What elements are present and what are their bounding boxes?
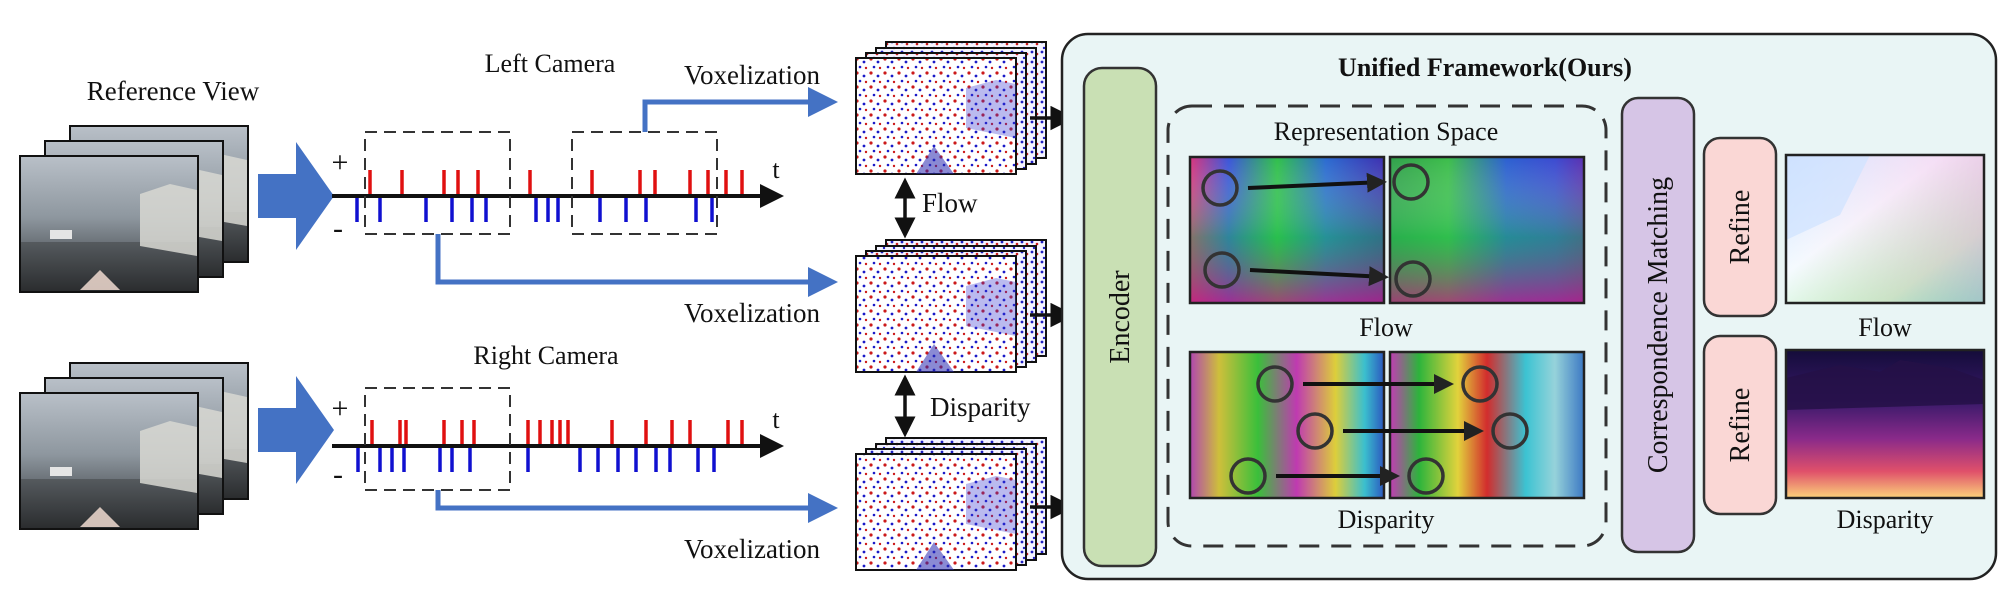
camera-frame bbox=[19, 155, 199, 293]
flow-pair-label: Flow bbox=[922, 188, 978, 218]
right-event-stream bbox=[356, 420, 744, 472]
flow-match-point bbox=[1394, 260, 1432, 298]
left-minus-sign: - bbox=[333, 212, 343, 245]
voxelization-label-middle: Voxelization bbox=[684, 298, 820, 328]
right-camera-label: Right Camera bbox=[473, 341, 619, 370]
representation-space-box bbox=[1166, 104, 1608, 548]
correspondence-matching-label: Correspondence Matching bbox=[1643, 177, 1674, 473]
refine-block-flow bbox=[1702, 136, 1778, 318]
right-plus-sign: + bbox=[332, 392, 349, 425]
disparity-match-point bbox=[1296, 412, 1334, 450]
voxel-frame bbox=[855, 57, 1017, 175]
disparity-feature-map-1 bbox=[1188, 350, 1386, 500]
representation-flow-label: Flow bbox=[1359, 313, 1413, 342]
encoder-block bbox=[1082, 66, 1158, 568]
input-arrow-left-icon bbox=[258, 142, 334, 250]
disparity-feature-map-2 bbox=[1388, 350, 1586, 500]
left-time-axis-arrowhead-icon bbox=[760, 184, 784, 208]
disparity-match-point bbox=[1491, 412, 1529, 450]
left-window-1 bbox=[364, 131, 511, 235]
voxelization-arrow-middle bbox=[435, 234, 838, 297]
representation-space-label: Representation Space bbox=[1274, 117, 1499, 146]
reference-image-stack-left bbox=[19, 125, 249, 293]
output-disparity-image bbox=[1784, 348, 1986, 500]
correspondence-matching-block bbox=[1620, 96, 1696, 554]
framework-title: Unified Framework(Ours) bbox=[1338, 53, 1632, 82]
representation-disparity-label: Disparity bbox=[1338, 505, 1435, 534]
flow-match-point bbox=[1392, 163, 1430, 201]
voxelization-label-bottom: Voxelization bbox=[684, 534, 820, 564]
right-minus-sign: - bbox=[333, 458, 343, 491]
encoder-label: Encoder bbox=[1105, 270, 1136, 364]
reference-view-label: Reference View bbox=[87, 76, 260, 106]
flow-match-arrow bbox=[1247, 172, 1387, 193]
left-plus-sign: + bbox=[332, 146, 349, 179]
right-time-label: t bbox=[772, 405, 780, 434]
reference-image-stack-right bbox=[19, 362, 249, 530]
refine-block-disparity bbox=[1702, 334, 1778, 516]
right-window-1 bbox=[364, 387, 511, 491]
input-arrow-right-icon bbox=[258, 376, 334, 484]
left-event-stream bbox=[355, 170, 744, 222]
voxelization-label-top: Voxelization bbox=[684, 60, 820, 90]
disparity-match-point bbox=[1229, 457, 1267, 495]
voxelization-arrow-top bbox=[642, 87, 838, 132]
flow-match-arrow bbox=[1249, 266, 1389, 287]
flow-feature-map-1 bbox=[1188, 155, 1386, 305]
output-disparity-label: Disparity bbox=[1837, 505, 1934, 534]
disparity-match-point bbox=[1407, 457, 1445, 495]
left-camera-label: Left Camera bbox=[485, 49, 616, 78]
right-time-axis-arrowhead-icon bbox=[760, 434, 784, 458]
output-flow-image bbox=[1784, 153, 1986, 305]
voxelization-arrow-bottom bbox=[435, 490, 838, 523]
output-flow-label: Flow bbox=[1858, 313, 1912, 342]
flow-match-point bbox=[1203, 251, 1241, 289]
disparity-match-point bbox=[1461, 365, 1499, 403]
disparity-match-point bbox=[1256, 365, 1294, 403]
disparity-pair-label: Disparity bbox=[930, 392, 1031, 422]
refine-label-flow: Refine bbox=[1725, 190, 1756, 265]
voxel-frame bbox=[855, 255, 1017, 373]
flow-match-point bbox=[1201, 169, 1239, 207]
camera-frame bbox=[19, 392, 199, 530]
voxel-grid-stacks bbox=[855, 41, 1047, 571]
flow-feature-map-2 bbox=[1388, 155, 1586, 305]
left-window-2 bbox=[571, 131, 718, 235]
voxel-frame bbox=[855, 453, 1017, 571]
refine-label-disparity: Refine bbox=[1725, 388, 1756, 463]
left-time-label: t bbox=[772, 155, 780, 184]
